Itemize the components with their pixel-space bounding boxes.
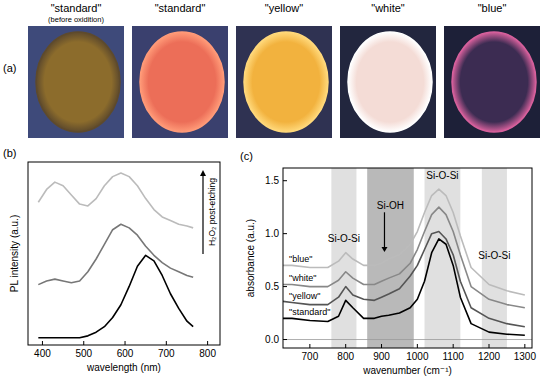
- annotation-arrow: [384, 212, 385, 248]
- x-tick-label: 800: [337, 351, 354, 362]
- x-tick-label: 1000: [406, 351, 429, 362]
- series-line: [283, 189, 525, 295]
- photo: [444, 26, 540, 138]
- wafer: [36, 32, 120, 132]
- series-label: "white": [289, 273, 316, 283]
- photo-label: "standard": [155, 2, 206, 14]
- x-tick: [524, 344, 525, 348]
- photo: [236, 26, 332, 138]
- annotation-arrow: [202, 175, 203, 254]
- y-tick: [283, 286, 287, 287]
- wafer: [140, 32, 224, 132]
- series-label: "yellow": [289, 291, 320, 301]
- x-tick-label: 1300: [514, 351, 537, 362]
- band-label: Si-O-Si: [328, 233, 360, 244]
- x-axis-title: wavelength (nm): [86, 362, 161, 373]
- zero-line: [283, 339, 532, 340]
- x-tick-label: 800: [199, 348, 216, 359]
- x-tick: [309, 344, 310, 348]
- panel-letter: (a): [3, 62, 16, 74]
- x-tick: [417, 344, 418, 348]
- x-tick: [166, 341, 167, 345]
- wafer: [452, 32, 536, 132]
- plot-area: [283, 168, 532, 348]
- y-tick-label: 0.5: [265, 281, 279, 292]
- x-tick-label: 1200: [478, 351, 501, 362]
- x-axis-title: wavenumber (cm⁻¹): [362, 365, 452, 376]
- band-label: Si-OH: [377, 200, 404, 211]
- x-tick: [83, 341, 84, 345]
- plot-area: [38, 173, 193, 338]
- figure: (a)"standard"(before oxidition)"standard…: [0, 0, 543, 383]
- series-label: "standard": [289, 307, 330, 317]
- series-line: [283, 207, 525, 308]
- arrow-head: [200, 170, 206, 176]
- photo: [340, 26, 436, 138]
- photo: [28, 26, 124, 138]
- series-label: "blue": [289, 254, 312, 264]
- x-tick: [453, 344, 454, 348]
- x-tick-label: 700: [302, 351, 319, 362]
- y-tick: [283, 339, 287, 340]
- frame: [28, 162, 220, 345]
- y-tick: [283, 233, 287, 234]
- photo-sublabel: (before oxidition): [48, 15, 104, 24]
- y-axis-title: PL intensity (a.u.): [9, 215, 20, 292]
- photo-label: "white": [371, 2, 405, 14]
- photo-label: "yellow": [265, 2, 303, 14]
- photo-label: "standard": [51, 2, 102, 14]
- series-line: [283, 232, 525, 327]
- x-tick: [125, 341, 126, 345]
- x-tick: [345, 344, 346, 348]
- frame: [283, 168, 532, 348]
- wafer: [244, 32, 328, 132]
- panel-letter: (b): [3, 147, 16, 159]
- x-tick-label: 500: [75, 348, 92, 359]
- x-tick: [207, 341, 208, 345]
- x-tick-label: 1100: [442, 351, 464, 362]
- photo-label: "blue": [478, 2, 507, 14]
- annotation-label: H₂O₂ post-etching: [207, 178, 217, 246]
- y-tick-label: 0.0: [265, 334, 279, 345]
- y-tick: [283, 180, 287, 181]
- series-line: [38, 173, 193, 228]
- y-tick-label: 1.5: [265, 175, 279, 186]
- y-axis-title: absorbance (a.u.): [245, 219, 256, 297]
- wafer: [348, 32, 432, 132]
- x-tick-label: 900: [373, 351, 390, 362]
- band-label: Si-O-Si: [478, 250, 510, 261]
- x-tick-label: 700: [158, 348, 175, 359]
- photo: [132, 26, 228, 138]
- band-label: Si-O-Si: [426, 170, 458, 181]
- x-tick: [381, 344, 382, 348]
- y-tick-label: 1.0: [265, 228, 279, 239]
- panel-letter: (c): [240, 150, 253, 162]
- x-tick: [42, 341, 43, 345]
- x-tick-label: 600: [117, 348, 134, 359]
- x-tick-label: 400: [34, 348, 51, 359]
- series-line: [38, 224, 193, 284]
- x-tick: [489, 344, 490, 348]
- arrow-head: [381, 247, 387, 252]
